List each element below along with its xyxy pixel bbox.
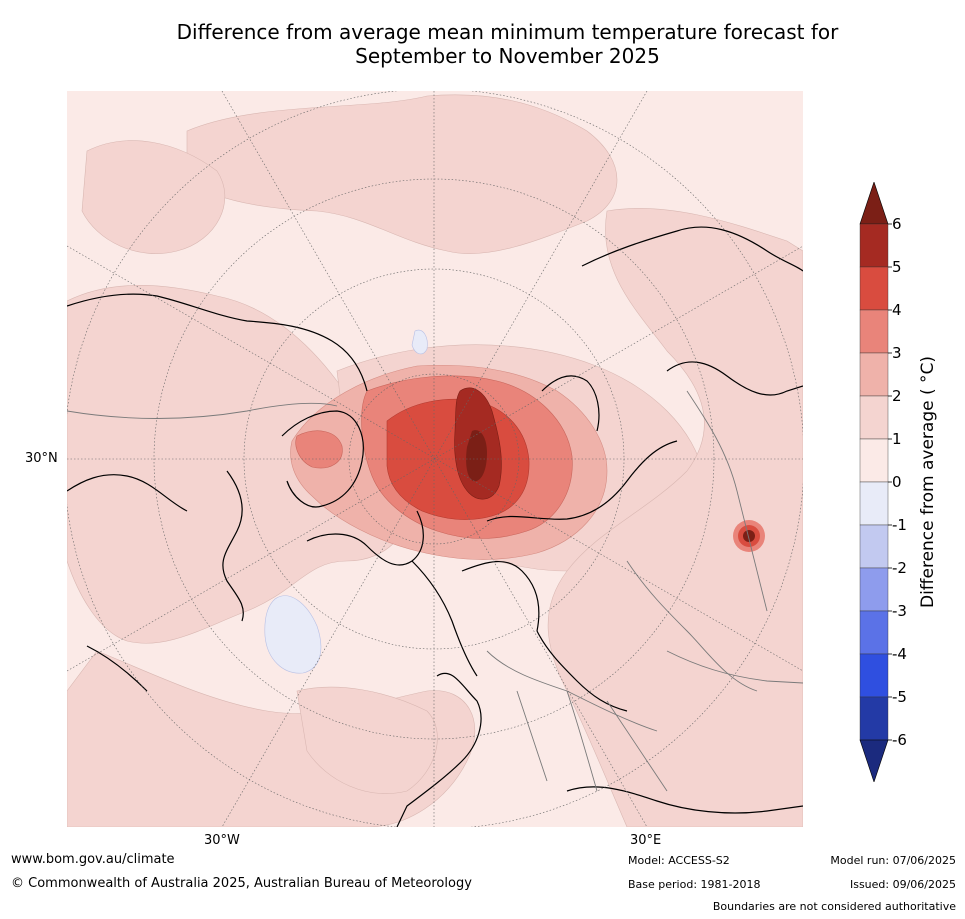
country-boundaries [67,390,803,792]
colorbar-swatch-m6_m5 [859,696,889,741]
colorbar-swatches [859,182,889,782]
longitude-label-30e: 30°E [630,833,662,848]
colorbar-tick-label: -4 [892,645,907,663]
colorbar-swatch-m1_0 [859,481,889,526]
copyright-text: © Commonwealth of Australia 2025, Austra… [11,876,472,891]
disclaimer-text: Boundaries are not considered authoritat… [712,900,956,913]
issued-text: Issued: 09/06/2025 [849,878,956,891]
colorbar-extend-top [859,182,889,225]
colorbar-tick-label: 6 [892,215,902,233]
model-text: Model: ACCESS-S2 [628,854,730,867]
colorbar-swatch-1_2 [859,395,889,440]
website-link[interactable]: www.bom.gov.au/climate [11,852,175,867]
colorbar-tick-label: 5 [892,258,902,276]
base-period-text: Base period: 1981-2018 [628,878,761,891]
colorbar-tick-label: -6 [892,731,907,749]
longitude-label-30w: 30°W [204,833,240,848]
colorbar-swatch-m4_m3 [859,610,889,655]
colorbar-tick-label: 1 [892,430,902,448]
colorbar-ticks: 6 5 4 3 2 1 0 -1 -2 -3 -4 -5 -6 [888,215,907,749]
title-line-2: September to November 2025 [355,44,660,68]
colorbar-swatch-m5_m4 [859,653,889,698]
colorbar-tick-label: -5 [892,688,907,706]
colorbar-swatch-3_4 [859,309,889,354]
map-title: Difference from average mean minimum tem… [0,20,965,68]
colorbar-tick-label: 2 [892,387,902,405]
colorbar-extend-bottom [859,739,889,782]
coastlines [67,226,803,827]
colorbar-swatch-2_3 [859,352,889,397]
anomaly-neg-1-0 [264,329,428,674]
model-run-text: Model run: 07/06/2025 [830,854,956,867]
colorbar-swatch-0_1 [859,438,889,483]
colorbar-tick-label: 4 [892,301,902,319]
colorbar-swatch-m2_m1 [859,524,889,569]
colorbar-tick-label: 0 [892,473,902,491]
forecast-map[interactable] [67,91,803,827]
graticule [67,91,803,827]
anomaly-above-6 [466,430,487,482]
colorbar-tick-label: -3 [892,602,907,620]
colorbar-title: Difference from average ( °C) [918,355,938,609]
colorbar-tick-label: 3 [892,344,902,362]
colorbar-swatch-5_6 [859,223,889,268]
colorbar-tick-label: -2 [892,559,907,577]
colorbar: 6 5 4 3 2 1 0 -1 -2 -3 -4 -5 -6 [859,182,907,782]
colorbar-swatch-m3_m2 [859,567,889,612]
title-line-1: Difference from average mean minimum tem… [176,20,839,44]
colorbar-tick-label: -1 [892,516,907,534]
latitude-label-30n: 30°N [25,451,58,466]
siberia-hotspot [733,520,765,552]
colorbar-swatch-4_5 [859,266,889,311]
